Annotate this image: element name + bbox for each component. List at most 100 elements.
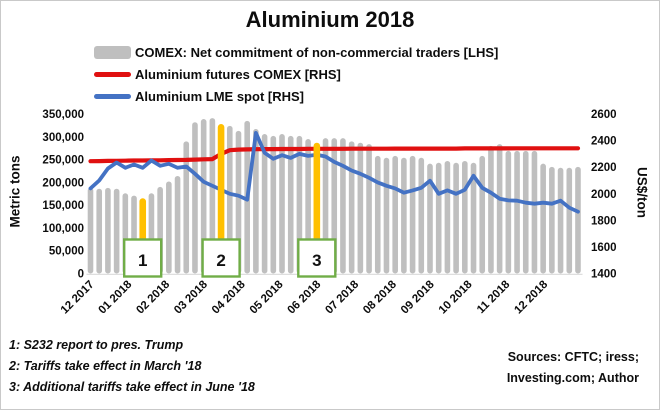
sources-note: Sources: CFTC; iress; Investing.com; Aut…: [507, 347, 639, 389]
net-commitment-bar: [287, 135, 294, 274]
x-axis-tick-label: 07 2018: [323, 278, 361, 316]
net-commitment-bar: [575, 166, 581, 274]
net-commitment-bar: [261, 134, 268, 274]
net-commitment-bar: [340, 138, 346, 274]
net-commitment-bar: [174, 175, 181, 274]
net-commitment-bar: [427, 163, 433, 274]
right-axis-tick-label: 2600: [591, 109, 617, 121]
right-axis-tick-label: 2200: [591, 162, 617, 174]
chart-title: Aluminium 2018: [245, 7, 415, 32]
x-axis-tick-label: 02 2018: [134, 278, 172, 316]
right-axis-tick-label: 1400: [591, 269, 617, 281]
net-commitment-bar: [113, 188, 120, 274]
net-commitment-bar: [444, 160, 451, 274]
x-axis-tick-label: 12 2017: [59, 279, 97, 317]
legend-item-futures: Aluminium futures COMEX [RHS]: [94, 64, 498, 85]
net-commitment-bar: [540, 163, 546, 274]
annotation-box: [201, 238, 241, 278]
net-commitment-bar: [462, 160, 468, 274]
net-commitment-bar: [549, 166, 555, 274]
net-commitment-bar: [470, 162, 477, 274]
net-commitment-bar: [514, 150, 520, 274]
net-commitment-bar: [418, 157, 425, 274]
legend-label: Aluminium LME spot [RHS]: [135, 89, 304, 104]
right-axis-title: US$/ton: [634, 166, 650, 218]
x-axis-tick-label: 11 2018: [475, 278, 513, 316]
net-commitment-bar: [488, 145, 494, 274]
net-commitment-bar: [453, 162, 459, 274]
net-commitment-bar: [105, 187, 111, 274]
right-axis-tick-label: 2400: [591, 136, 617, 148]
x-axis-tick-label: 09 2018: [399, 278, 437, 316]
net-commitment-bar: [374, 155, 381, 274]
x-axis-tick-label: 04 2018: [210, 278, 248, 316]
net-commitment-bar: [348, 141, 355, 274]
legend-label: COMEX: Net commitment of non-commercial …: [135, 45, 499, 60]
net-commitment-bar: [496, 144, 503, 274]
net-commitment-bar: [183, 141, 190, 274]
net-commitment-bar: [557, 167, 564, 274]
x-axis-tick-label: 08 2018: [361, 278, 399, 316]
net-commitment-bar: [522, 150, 529, 274]
net-commitment-bar: [357, 142, 364, 274]
sources-line-1: Sources: CFTC; iress;: [507, 350, 639, 364]
footnote-1: 1: S232 report to pres. Trump: [9, 338, 184, 352]
annotation-box: [297, 238, 337, 278]
sources-line-2: Investing.com; Author: [506, 371, 639, 385]
net-commitment-bar: [383, 157, 390, 274]
lme-spot-line: [88, 130, 580, 214]
footnotes: 1: S232 report to pres. Trump 2: Tariffs…: [9, 335, 255, 398]
legend: COMEX: Net commitment of non-commercial …: [94, 42, 498, 108]
net-commitment-bar: [192, 122, 198, 274]
net-commitment-bar: [392, 155, 398, 274]
annotation-number: 3: [312, 251, 321, 270]
net-commitment-bar: [270, 135, 277, 274]
x-axis-tick-label: 03 2018: [172, 278, 210, 316]
x-axis-tick-label: 05 2018: [248, 278, 286, 316]
net-commitment-bar: [279, 134, 285, 274]
left-axis-tick-label: 350,000: [42, 109, 84, 121]
legend-label: Aluminium futures COMEX [RHS]: [135, 67, 341, 82]
left-axis-tick-label: 300,000: [42, 132, 84, 144]
red-line-swatch-icon: [94, 72, 131, 77]
net-commitment-bar: [409, 155, 416, 274]
net-commitment-bar: [96, 188, 103, 274]
right-axis-tick-label: 1600: [591, 242, 617, 254]
net-commitment-bar: [166, 181, 172, 274]
annotation-number: 1: [138, 251, 147, 270]
footnote-2: 2: Tariffs take effect in March '18: [9, 359, 202, 373]
x-axis-tick-label: 12 2018: [512, 278, 550, 316]
event-highlight-bar: [217, 124, 225, 274]
annotation-box: [122, 238, 163, 278]
net-commitment-bar: [401, 157, 407, 274]
legend-item-lme-spot: Aluminium LME spot [RHS]: [94, 86, 498, 107]
net-commitment-bar: [253, 129, 259, 274]
left-axis-tick-label: 200,000: [42, 177, 84, 189]
right-axis-tick-label: 1800: [591, 215, 617, 227]
legend-item-net-commitment: COMEX: Net commitment of non-commercial …: [94, 42, 498, 63]
left-axis-title: Metric tons: [7, 155, 23, 228]
net-commitment-bar: [366, 144, 372, 274]
left-axis-tick-label: 250,000: [42, 155, 84, 167]
net-commitment-bar: [566, 167, 573, 274]
bar-swatch-icon: [94, 46, 131, 59]
x-axis-tick-label: 01 2018: [97, 278, 135, 316]
right-axis-tick-label: 2000: [591, 189, 617, 201]
futures-comex-line: [88, 146, 581, 164]
net-commitment-bar: [531, 150, 538, 274]
net-commitment-bar: [479, 155, 486, 274]
left-axis-tick-label: 100,000: [42, 223, 84, 235]
footnote-3: 3: Additional tariffs take effect in Jun…: [9, 380, 255, 394]
left-axis-tick-label: 0: [78, 269, 84, 281]
left-axis-tick-label: 150,000: [42, 200, 84, 212]
left-axis-tick-label: 50,000: [49, 246, 84, 258]
annotation-number: 2: [216, 251, 225, 270]
net-commitment-bar: [435, 162, 442, 274]
x-axis-tick-label: 10 2018: [437, 278, 475, 316]
net-commitment-bar: [87, 187, 94, 274]
blue-line-swatch-icon: [94, 94, 131, 99]
net-commitment-bar: [226, 125, 233, 274]
x-axis-tick-label: 06 2018: [286, 278, 324, 316]
